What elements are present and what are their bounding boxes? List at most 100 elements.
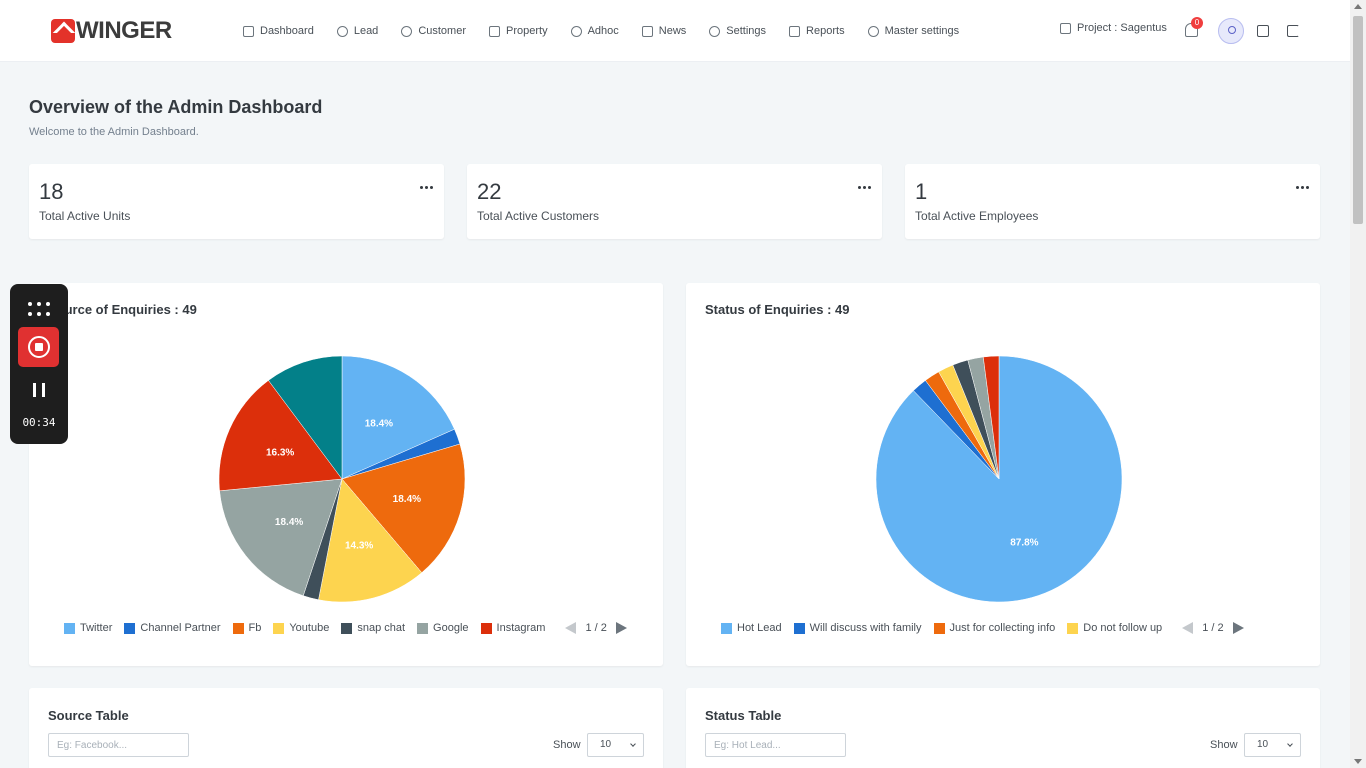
nav-reports[interactable]: Reports <box>789 22 845 40</box>
scroll-up-icon[interactable] <box>1354 4 1362 9</box>
legend-page-label: 1 / 2 <box>1202 622 1224 634</box>
source-pie-chart: 18.4% 18.4% 14.3% 18.4% 16.3% <box>218 355 466 603</box>
pie-slice-other-3[interactable] <box>982 355 1000 480</box>
brand-logo[interactable]: WINGER <box>51 17 172 44</box>
building-icon <box>489 25 500 37</box>
legend-item[interactable]: Channel Partner <box>124 622 221 634</box>
more-icon[interactable] <box>1296 186 1309 189</box>
chart-title: Status of Enquiries : 49 <box>705 302 850 317</box>
legend-next-icon[interactable] <box>615 622 627 634</box>
status-legend: Hot Lead Will discuss with family Just for… <box>721 622 1244 634</box>
legend-label: Twitter <box>80 622 113 634</box>
pie-slice-google[interactable] <box>219 478 343 597</box>
news-icon <box>641 25 653 37</box>
pie-slice-other[interactable] <box>268 355 343 480</box>
status-pie-chart: 87.8% <box>875 355 1123 603</box>
legend-next-icon[interactable] <box>1232 622 1244 634</box>
nav-lead[interactable]: Lead <box>336 22 378 40</box>
nav-customer[interactable]: Customer <box>401 22 466 40</box>
chevron-down-icon <box>630 741 636 747</box>
legend-swatch <box>721 622 732 634</box>
stat-value: 1 <box>915 179 928 204</box>
stat-label: Total Active Units <box>39 209 131 223</box>
legend-swatch <box>480 622 492 634</box>
source-search-input[interactable] <box>48 733 189 757</box>
drag-handle-icon[interactable] <box>28 302 50 316</box>
legend-item[interactable]: snap chat <box>341 622 405 634</box>
show-label: Show <box>553 739 581 751</box>
page-subtitle: Welcome to the Admin Dashboard. <box>29 126 199 138</box>
pie-data-label: 87.8% <box>1010 538 1038 549</box>
legend-swatch <box>417 622 429 634</box>
source-page-size-select[interactable]: 10 <box>587 733 644 757</box>
legend-item[interactable]: Do not follow up <box>1067 622 1162 634</box>
pie-slice-twitter[interactable] <box>341 355 455 480</box>
table-title: Source Table <box>48 708 129 723</box>
user-settings-icon <box>867 25 879 37</box>
legend-item[interactable]: Twitter <box>64 622 112 634</box>
legend-swatch <box>933 622 945 634</box>
stop-recording-button[interactable] <box>18 327 59 367</box>
legend-page-label: 1 / 2 <box>585 622 607 634</box>
legend-label: Instagram <box>496 622 546 634</box>
logout-icon[interactable] <box>1287 25 1299 37</box>
nav-settings[interactable]: Settings <box>709 22 766 40</box>
pie-slice-fb[interactable] <box>341 443 466 574</box>
nav-master-settings[interactable]: Master settings <box>867 22 959 40</box>
legend-item[interactable]: Fb <box>232 622 262 634</box>
pie-data-label: 18.4% <box>275 517 303 528</box>
legend-swatch <box>64 622 75 634</box>
legend-prev-icon[interactable] <box>1182 622 1194 634</box>
legend-item[interactable]: Hot Lead <box>721 622 782 634</box>
scroll-down-icon[interactable] <box>1354 759 1362 764</box>
legend-item[interactable]: Instagram <box>480 622 546 634</box>
report-icon <box>789 25 801 37</box>
recording-timer: 00:34 <box>22 416 56 429</box>
home-icon <box>243 25 254 37</box>
pie-data-label: 18.4% <box>393 494 421 505</box>
legend-label: Do not follow up <box>1083 622 1163 634</box>
project-selector[interactable]: Project : Sagentus <box>1060 22 1167 34</box>
page-scrollbar[interactable] <box>1350 0 1366 768</box>
user-icon <box>336 25 348 37</box>
legend-item[interactable]: Youtube <box>273 622 329 634</box>
chevron-down-icon <box>1287 741 1293 747</box>
legend-swatch <box>1067 622 1079 634</box>
pause-icon[interactable] <box>33 383 45 397</box>
stat-card-units: 18 Total Active Units <box>29 164 444 239</box>
nav-news[interactable]: News <box>641 22 686 40</box>
brand-name: WINGER <box>76 17 172 44</box>
avatar[interactable] <box>1218 18 1244 44</box>
legend-label: Youtube <box>289 622 330 634</box>
pie-slice-instagram[interactable] <box>218 380 343 492</box>
status-search-input[interactable] <box>705 733 846 757</box>
screen-recorder-widget: 00:34 <box>10 284 68 444</box>
legend-label: Google <box>433 622 469 634</box>
chart-title: Source of Enquiries : 49 <box>48 302 197 317</box>
stat-card-employees: 1 Total Active Employees <box>905 164 1320 239</box>
legend-swatch <box>793 622 805 634</box>
notification-badge: 0 <box>1191 17 1203 29</box>
legend-item[interactable]: Just for collecting info <box>933 622 1056 634</box>
status-page-size-select[interactable]: 10 <box>1244 733 1301 757</box>
legend-label: Fb <box>248 622 262 634</box>
more-icon[interactable] <box>420 186 433 189</box>
nav-property[interactable]: Property <box>489 22 548 40</box>
source-chart-card: Source of Enquiries : 49 18.4% 18.4% 14.3%… <box>29 283 663 666</box>
nav-adhoc[interactable]: Adhoc <box>570 22 619 40</box>
legend-label: Just for collecting info <box>949 622 1056 634</box>
legend-item[interactable]: Google <box>417 622 469 634</box>
status-table-card: Status Table Show 10 <box>686 688 1320 768</box>
legend-swatch <box>341 622 353 634</box>
scroll-thumb[interactable] <box>1353 16 1363 224</box>
stat-value: 22 <box>477 179 502 204</box>
stat-value: 18 <box>39 179 64 204</box>
pie-slice-youtube[interactable] <box>318 478 423 603</box>
legend-prev-icon[interactable] <box>565 622 577 634</box>
legend-item[interactable]: Will discuss with family <box>793 622 922 634</box>
more-icon[interactable] <box>858 186 871 189</box>
calendar-icon[interactable] <box>1257 25 1269 37</box>
nav-dashboard[interactable]: Dashboard <box>243 22 314 40</box>
legend-swatch <box>124 622 136 634</box>
top-navbar: WINGER Dashboard Lead Customer Property … <box>0 0 1350 62</box>
